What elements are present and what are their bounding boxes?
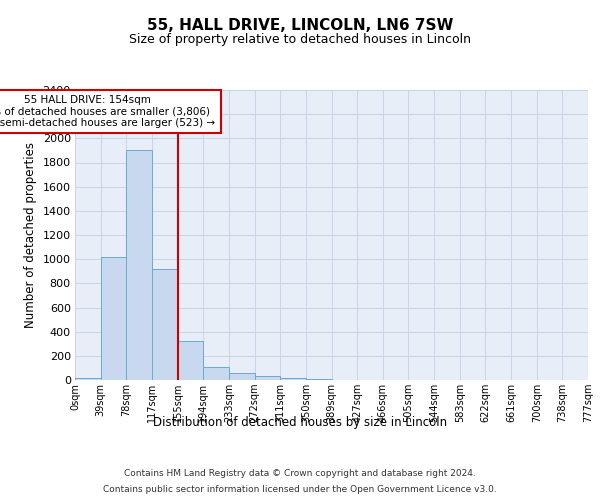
Bar	[254, 376, 280, 380]
Text: Contains HM Land Registry data © Crown copyright and database right 2024.: Contains HM Land Registry data © Crown c…	[124, 470, 476, 478]
Bar	[229, 374, 254, 380]
Text: Contains public sector information licensed under the Open Government Licence v3: Contains public sector information licen…	[103, 484, 497, 494]
Bar	[280, 378, 306, 380]
Bar	[127, 150, 152, 380]
Text: Size of property relative to detached houses in Lincoln: Size of property relative to detached ho…	[129, 32, 471, 46]
Y-axis label: Number of detached properties: Number of detached properties	[24, 142, 37, 328]
Text: Distribution of detached houses by size in Lincoln: Distribution of detached houses by size …	[153, 416, 447, 429]
Bar	[101, 257, 127, 380]
Text: 55, HALL DRIVE, LINCOLN, LN6 7SW: 55, HALL DRIVE, LINCOLN, LN6 7SW	[147, 18, 453, 32]
Bar	[203, 366, 229, 380]
Bar	[178, 342, 203, 380]
Text: 55 HALL DRIVE: 154sqm
← 88% of detached houses are smaller (3,806)
12% of semi-d: 55 HALL DRIVE: 154sqm ← 88% of detached …	[0, 95, 215, 128]
Bar	[75, 378, 101, 380]
Bar	[152, 269, 178, 380]
